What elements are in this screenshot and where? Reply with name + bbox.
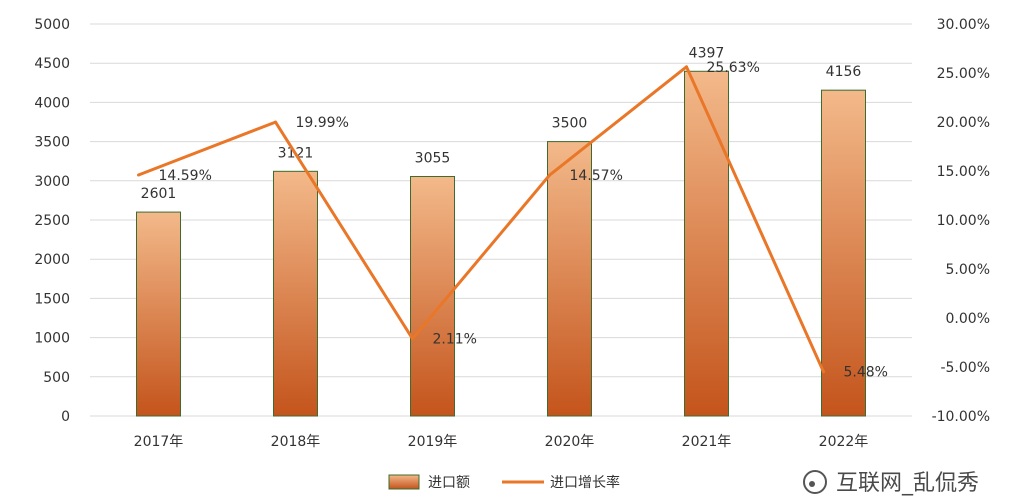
line-point: [548, 173, 551, 177]
weibo-logo-icon: [803, 470, 827, 494]
right-tick-label: 10.00%: [937, 213, 990, 229]
bar: [136, 211, 181, 417]
bar: [821, 89, 866, 417]
line-point: [137, 173, 140, 177]
legend-bar-label: 进口额: [428, 475, 470, 491]
right-y-axis: -10.00% -5.00% 0.00% 5.00% 10.00% 15.00% 20.00…: [932, 17, 990, 425]
growth-rate-line: [137, 65, 825, 373]
right-tick-label: 25.00%: [937, 66, 990, 82]
bar-value-label: 2601: [141, 186, 177, 202]
right-tick-label: -5.00%: [940, 360, 990, 376]
left-y-axis: 0 500 1000 1500 2000 2500 3000 3500 4000 4500 5000: [34, 17, 70, 425]
line-value-label: 5.48%: [844, 365, 888, 381]
right-tick-label: 5.00%: [946, 262, 990, 278]
bar-value-label: 4156: [826, 64, 862, 80]
line-series: [137, 65, 825, 374]
bar: [273, 170, 318, 417]
line-point: [411, 337, 414, 341]
left-tick-label: 5000: [34, 17, 70, 33]
right-tick-label: 0.00%: [946, 311, 990, 327]
line-value-label: 14.57%: [570, 168, 623, 184]
legend-line-label: 进口增长率: [550, 474, 620, 491]
legend: 进口额 进口增长率: [388, 474, 620, 491]
left-tick-label: 3500: [34, 135, 70, 151]
line-value-label: 19.99%: [296, 115, 349, 131]
x-tick-label: 2020年: [545, 434, 595, 450]
line-value-label: 2.11%: [433, 332, 477, 348]
right-tick-label: 20.00%: [937, 115, 990, 131]
left-tick-label: 4000: [34, 95, 70, 111]
x-axis: 2017年 2018年 2019年 2020年 2021年 2022年: [134, 434, 869, 450]
bar-value-label: 3500: [552, 116, 588, 132]
legend-bar-swatch: [388, 474, 420, 490]
left-tick-label: 4500: [34, 56, 70, 72]
line-point: [822, 370, 825, 374]
watermark-text: 互联网_乱侃秀: [836, 471, 979, 496]
line-point: [274, 120, 277, 124]
x-tick-label: 2018年: [271, 434, 321, 450]
bar-value-label: 4397: [689, 45, 725, 61]
gridlines: [90, 23, 912, 417]
line-value-labels: 14.59% 19.99% 2.11% 14.57% 25.63% 5.48%: [159, 60, 888, 381]
bar: [684, 70, 729, 417]
left-tick-label: 0: [61, 409, 70, 425]
left-tick-label: 1000: [34, 331, 70, 347]
left-tick-label: 3000: [34, 174, 70, 190]
x-tick-label: 2021年: [682, 434, 732, 450]
right-tick-label: -10.00%: [932, 409, 990, 425]
bar-series: [136, 70, 866, 417]
left-tick-label: 2500: [34, 213, 70, 229]
left-tick-label: 2000: [34, 252, 70, 268]
line-value-label: 25.63%: [707, 60, 760, 76]
x-tick-label: 2017年: [134, 434, 184, 450]
weibo-logo-eye-icon: [809, 481, 815, 487]
x-tick-label: 2019年: [408, 434, 458, 450]
left-tick-label: 1500: [34, 291, 70, 307]
left-tick-label: 500: [43, 370, 70, 386]
x-tick-label: 2022年: [819, 434, 869, 450]
bar: [547, 141, 592, 417]
right-tick-label: 15.00%: [937, 164, 990, 180]
watermark: 互联网_乱侃秀: [803, 470, 979, 496]
right-tick-label: 30.00%: [937, 17, 990, 33]
line-point: [685, 65, 688, 69]
bar-value-label: 3055: [415, 150, 451, 166]
line-value-label: 14.59%: [159, 168, 212, 184]
